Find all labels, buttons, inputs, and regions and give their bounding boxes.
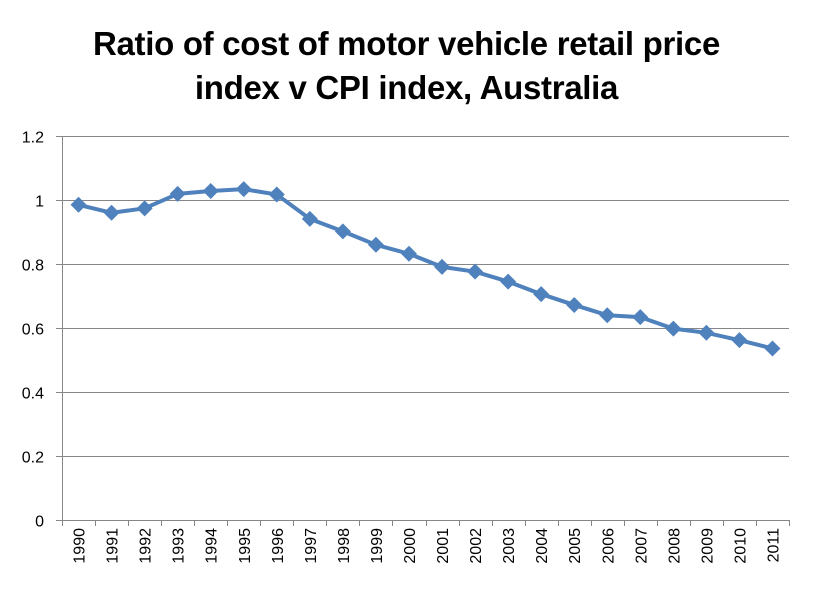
- data-point-1993: [169, 185, 186, 202]
- x-tick-label: 1993: [171, 528, 188, 564]
- x-tick-label: 2011: [765, 528, 782, 563]
- data-point-1997: [301, 210, 318, 227]
- x-tick-label: 1999: [369, 528, 386, 564]
- x-tick-label: 1997: [303, 528, 320, 564]
- chart-title-line-1: Ratio of cost of motor vehicle retail pr…: [92, 25, 721, 62]
- y-tick-label: 1: [35, 194, 44, 211]
- series: [70, 181, 781, 357]
- axes: [62, 136, 790, 526]
- data-point-2005: [566, 296, 583, 313]
- data-point-2004: [533, 286, 550, 303]
- data-point-1992: [136, 200, 153, 217]
- series-line: [78, 187, 773, 351]
- x-tick-label: 2000: [402, 528, 419, 564]
- x-tick-label: 1992: [138, 528, 155, 564]
- data-point-1999: [367, 236, 384, 253]
- data-point-1995: [235, 181, 252, 198]
- y-tick-label: 1.2: [22, 130, 44, 147]
- y-tick-label: 0: [35, 514, 44, 531]
- x-tick-label: 1990: [72, 528, 89, 564]
- data-point-2001: [434, 258, 451, 275]
- data-point-2003: [500, 273, 517, 290]
- x-tick-label: 2002: [468, 528, 485, 564]
- data-point-2008: [665, 320, 682, 337]
- x-tick-label: 2010: [732, 528, 749, 564]
- data-point-2006: [599, 307, 616, 324]
- data-point-1996: [268, 186, 285, 203]
- data-point-2010: [731, 332, 748, 349]
- x-tick-label: 1995: [237, 528, 254, 564]
- data-point-2007: [632, 309, 649, 326]
- data-point-1998: [334, 223, 351, 240]
- x-tick-label: 2009: [699, 528, 716, 564]
- x-tick-label: 1998: [336, 528, 353, 564]
- y-tick-label: 0.2: [22, 450, 44, 467]
- data-point-1991: [103, 204, 120, 221]
- x-tick-label: 2006: [600, 528, 617, 564]
- x-tick-label: 2008: [666, 528, 683, 564]
- y-tick-label: 0.4: [22, 386, 44, 403]
- chart-title-line-2: index v CPI index, Australia: [194, 69, 619, 106]
- data-point-2011: [764, 340, 781, 357]
- x-tick-label: 2003: [501, 528, 518, 564]
- x-tick-label: 2005: [567, 528, 584, 564]
- x-tick-label: 2001: [435, 528, 452, 564]
- x-axis-tick-labels: 1990 1991 1992 1993 1994 1995 1996 1997 1998 1999…: [72, 528, 783, 564]
- x-tick-label: 2004: [534, 528, 551, 564]
- data-point-2009: [698, 324, 715, 341]
- x-tick-label: 2007: [633, 528, 650, 564]
- y-axis-tick-labels: 0 0.2 0.4 0.6 0.8 1 1.2: [22, 130, 44, 531]
- y-tick-label: 0.8: [22, 258, 44, 275]
- y-tick-label: 0.6: [22, 322, 44, 339]
- x-tick-label: 1991: [105, 528, 122, 564]
- data-point-1990: [70, 196, 87, 213]
- chart-title: Ratio of cost of motor vehicle retail pr…: [0, 22, 813, 110]
- data-point-1994: [202, 183, 219, 200]
- x-tick-label: 1996: [270, 528, 287, 564]
- data-point-2000: [400, 245, 417, 262]
- series-0: [70, 181, 781, 357]
- data-point-2002: [467, 263, 484, 280]
- x-tick-label: 1994: [204, 528, 221, 564]
